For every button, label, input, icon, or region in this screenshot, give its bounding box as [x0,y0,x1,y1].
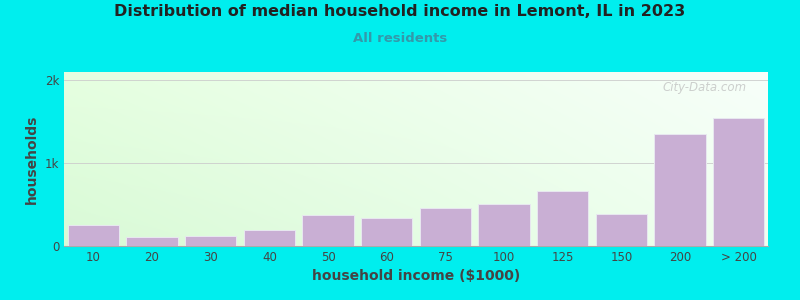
Bar [243,230,295,246]
Bar [537,191,589,246]
Bar [302,215,354,246]
Bar [185,236,237,246]
Text: All residents: All residents [353,32,447,44]
Bar [713,118,765,246]
Text: Distribution of median household income in Lemont, IL in 2023: Distribution of median household income … [114,4,686,20]
Y-axis label: households: households [26,114,39,204]
Bar [67,225,119,246]
Bar [595,214,647,246]
Text: City-Data.com: City-Data.com [662,81,747,94]
Bar [654,134,706,246]
Bar [419,208,471,246]
Bar [126,237,178,246]
Bar [478,204,530,246]
X-axis label: household income ($1000): household income ($1000) [312,269,520,284]
Bar [361,218,413,246]
